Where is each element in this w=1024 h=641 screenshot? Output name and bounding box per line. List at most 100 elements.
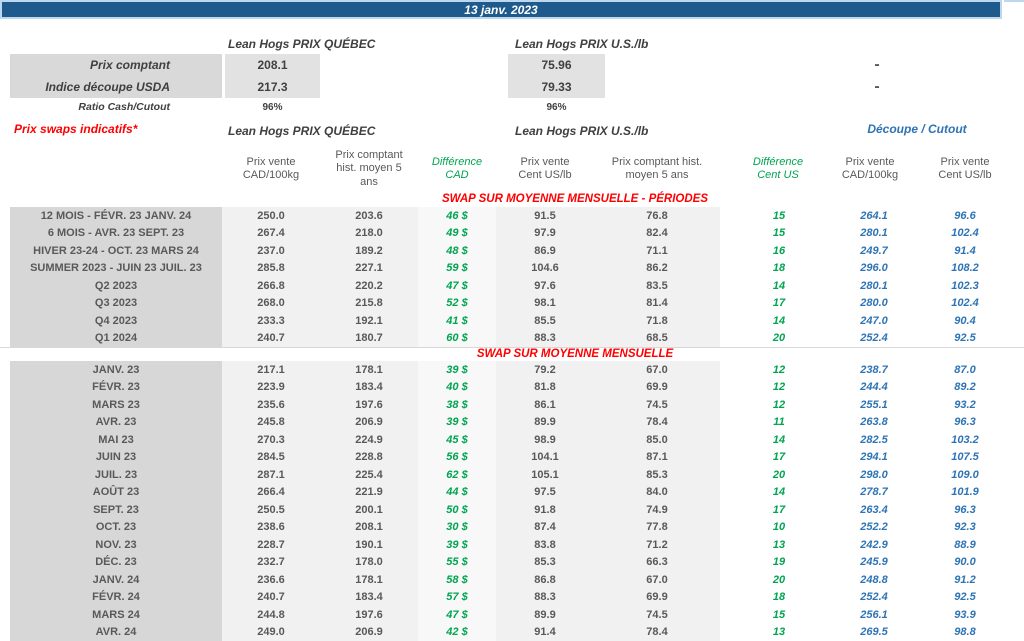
difference-cad-cell: 46 $ — [418, 207, 496, 225]
difference-cad-cell: 59 $ — [418, 259, 496, 277]
difference-us-cell: 12 — [772, 398, 786, 411]
table-row: AOÛT 23 266.4 221.9 44 $ 97.5 84.0 14 27… — [10, 483, 1014, 501]
prix-vente-us-cell: 86.9 — [496, 242, 594, 260]
table-row: JUIL. 23 287.1 225.4 62 $ 105.1 85.3 20 … — [10, 466, 1014, 484]
ratio-us-value: 96% — [546, 101, 567, 113]
hist-us-cell: 68.5 — [594, 329, 720, 347]
difference-cad-cell: 39 $ — [418, 536, 496, 554]
hist-cad-cell: 227.1 — [320, 259, 418, 277]
cutout-us-cell: 87.0 — [954, 363, 976, 376]
cutout-cad-cell: 252.4 — [860, 332, 888, 345]
spot-qc-value: 217.3 — [225, 76, 320, 98]
table-row: FÉVR. 24 240.7 183.4 57 $ 88.3 69.9 18 2… — [10, 588, 1014, 606]
table-row: MAI 23 270.3 224.9 45 $ 98.9 85.0 14 282… — [10, 431, 1014, 449]
hist-cad-cell: 200.1 — [320, 501, 418, 519]
hist-cad-cell: 203.6 — [320, 207, 418, 225]
table-row: Q2 2023 266.8 220.2 47 $ 97.6 83.5 14 28… — [10, 277, 1014, 295]
prix-vente-us-cell: 98.9 — [496, 431, 594, 449]
difference-cad-cell: 52 $ — [418, 294, 496, 312]
spot-dash: - — [874, 78, 880, 95]
prix-vente-us-cell: 86.8 — [496, 571, 594, 589]
difference-us-cell: 17 — [772, 297, 786, 310]
difference-cad-cell: 48 $ — [418, 242, 496, 260]
column-header-prix-vente-cad: Prix vente CAD/100kg — [242, 155, 300, 181]
difference-cad-cell: 47 $ — [418, 277, 496, 295]
table-row: NOV. 23 228.7 190.1 39 $ 83.8 71.2 13 24… — [10, 536, 1014, 554]
difference-us-cell: 17 — [772, 451, 786, 464]
hist-us-cell: 74.5 — [594, 606, 720, 624]
monthly-table: JANV. 23 217.1 178.1 39 $ 79.2 67.0 12 2… — [10, 361, 1014, 641]
cutout-us-cell: 102.3 — [951, 279, 979, 292]
table-row: 12 MOIS - FÉVR. 23 JANV. 24 250.0 203.6 … — [10, 207, 1014, 225]
table-row: Q4 2023 233.3 192.1 41 $ 85.5 71.8 14 24… — [10, 312, 1014, 330]
hist-us-cell: 67.0 — [594, 361, 720, 379]
period-label: 12 MOIS - FÉVR. 23 JANV. 24 — [10, 207, 222, 225]
period-label: Q3 2023 — [10, 294, 222, 312]
column-header-cutout-us: Prix vente Cent US/lb — [938, 155, 992, 181]
difference-us-cell: 14 — [772, 433, 786, 446]
hist-cad-cell: 178.0 — [320, 553, 418, 571]
cutout-cad-cell: 249.7 — [860, 244, 888, 257]
hist-us-cell: 81.4 — [594, 294, 720, 312]
cutout-us-cell: 91.2 — [954, 573, 976, 586]
column-header-difference-us: Différence Cent US — [752, 155, 804, 181]
cutout-us-cell: 91.4 — [954, 244, 976, 257]
prix-vente-us-cell: 98.1 — [496, 294, 594, 312]
hist-us-cell: 85.0 — [594, 431, 720, 449]
cutout-cad-cell: 245.9 — [860, 556, 888, 569]
spot-us-header: Lean Hogs PRIX U.S./lb — [515, 37, 649, 51]
hist-us-cell: 83.5 — [594, 277, 720, 295]
prix-vente-us-cell: 81.8 — [496, 378, 594, 396]
difference-cad-cell: 58 $ — [418, 571, 496, 589]
prix-vente-cad-cell: 232.7 — [222, 553, 320, 571]
prix-vente-cad-cell: 266.8 — [222, 277, 320, 295]
table-row: AVR. 24 249.0 206.9 42 $ 91.4 78.4 13 26… — [10, 623, 1014, 641]
cutout-cad-cell: 238.7 — [860, 363, 888, 376]
difference-us-cell: 12 — [772, 363, 786, 376]
period-label: HIVER 23-24 - OCT. 23 MARS 24 — [10, 242, 222, 260]
cutout-cad-cell: 263.4 — [860, 503, 888, 516]
cutout-cad-cell: 255.1 — [860, 398, 888, 411]
difference-cad-cell: 39 $ — [418, 361, 496, 379]
period-label: SUMMER 2023 - JUIN 23 JUIL. 23 — [10, 259, 222, 277]
cutout-cad-cell: 242.9 — [860, 538, 888, 551]
difference-cad-cell: 40 $ — [418, 378, 496, 396]
month-label: JUIL. 23 — [10, 466, 222, 484]
month-label: MAI 23 — [10, 431, 222, 449]
spot-row-label: Prix comptant — [10, 54, 222, 76]
month-label: AVR. 23 — [10, 413, 222, 431]
difference-us-cell: 15 — [772, 227, 786, 240]
difference-cad-cell: 57 $ — [418, 588, 496, 606]
column-header-cutout-cad: Prix vente CAD/100kg — [841, 155, 899, 181]
prix-vente-cad-cell: 266.4 — [222, 483, 320, 501]
prix-vente-cad-cell: 267.4 — [222, 224, 320, 242]
hist-us-cell: 71.2 — [594, 536, 720, 554]
cutout-us-cell: 107.5 — [951, 451, 979, 464]
period-label: Q1 2024 — [10, 329, 222, 347]
hist-us-cell: 78.4 — [594, 413, 720, 431]
spot-row-label: Indice découpe USDA — [10, 76, 222, 98]
hist-us-cell: 87.1 — [594, 448, 720, 466]
cutout-cad-cell: 269.5 — [860, 626, 888, 639]
table-row: JANV. 24 236.6 178.1 58 $ 86.8 67.0 20 2… — [10, 571, 1014, 589]
hist-us-cell: 74.9 — [594, 501, 720, 519]
hist-cad-cell: 215.8 — [320, 294, 418, 312]
prix-vente-us-cell: 88.3 — [496, 329, 594, 347]
prix-vente-cad-cell: 223.9 — [222, 378, 320, 396]
cutout-us-cell: 92.3 — [954, 521, 976, 534]
difference-us-cell: 18 — [772, 262, 786, 275]
month-label: JANV. 24 — [10, 571, 222, 589]
hist-us-cell: 69.9 — [594, 378, 720, 396]
table-row: Q1 2024 240.7 180.7 60 $ 88.3 68.5 20 25… — [10, 329, 1014, 347]
difference-us-cell: 14 — [772, 486, 786, 499]
cutout-cad-cell: 280.0 — [860, 297, 888, 310]
table-row: Q3 2023 268.0 215.8 52 $ 98.1 81.4 17 28… — [10, 294, 1014, 312]
hist-cad-cell: 221.9 — [320, 483, 418, 501]
table-row: SEPT. 23 250.5 200.1 50 $ 91.8 74.9 17 2… — [10, 501, 1014, 519]
month-label: AOÛT 23 — [10, 483, 222, 501]
month-label: JANV. 23 — [10, 361, 222, 379]
spot-us-value: 75.96 — [508, 54, 605, 76]
prix-vente-us-cell: 88.3 — [496, 588, 594, 606]
hist-cad-cell: 190.1 — [320, 536, 418, 554]
prix-vente-us-cell: 97.5 — [496, 483, 594, 501]
